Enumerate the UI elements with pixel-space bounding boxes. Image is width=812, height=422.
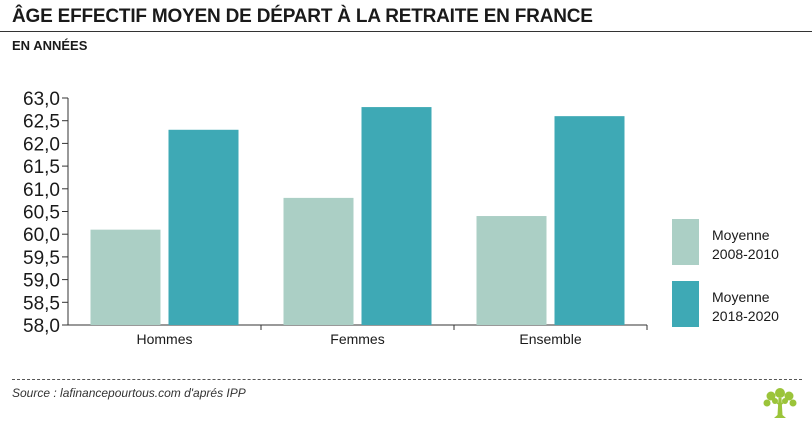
bar xyxy=(90,229,161,325)
x-category-label: Hommes xyxy=(136,331,192,347)
title-divider xyxy=(0,31,812,32)
y-tick-label: 60,0 xyxy=(23,225,60,246)
y-tick-label: 60,5 xyxy=(23,203,60,224)
legend-label: 2018-2020 xyxy=(712,308,779,324)
legend-label: Moyenne xyxy=(712,227,770,243)
y-tick-label: 63,0 xyxy=(23,89,60,110)
bar xyxy=(283,197,354,325)
x-category-label: Ensemble xyxy=(519,331,581,347)
chart-title: ÂGE EFFECTIF MOYEN DE DÉPART À LA RETRAI… xyxy=(12,6,593,27)
y-tick-label: 59,5 xyxy=(23,248,60,269)
legend-label: 2008-2010 xyxy=(712,246,779,262)
y-tick-label: 62,5 xyxy=(23,112,60,133)
chart-subtitle: EN ANNÉES xyxy=(12,38,88,53)
bar xyxy=(554,116,625,325)
source-note: Source : lafinancepourtous.com d'aprés I… xyxy=(12,386,246,400)
y-tick-label: 61,5 xyxy=(23,157,60,178)
bar xyxy=(168,129,239,325)
legend-swatch xyxy=(672,281,699,327)
legend-label: Moyenne xyxy=(712,289,770,305)
y-tick-label: 62,0 xyxy=(23,134,60,155)
y-tick-label: 58,0 xyxy=(23,316,60,337)
y-tick-label: 58,5 xyxy=(23,293,60,314)
y-tick-label: 61,0 xyxy=(23,180,60,201)
x-category-label: Femmes xyxy=(330,331,384,347)
tree-icon xyxy=(763,388,797,418)
y-tick-label: 59,0 xyxy=(23,271,60,292)
bar xyxy=(476,216,547,325)
footer-divider xyxy=(12,379,802,380)
legend-swatch xyxy=(672,219,699,265)
bar xyxy=(361,107,432,325)
